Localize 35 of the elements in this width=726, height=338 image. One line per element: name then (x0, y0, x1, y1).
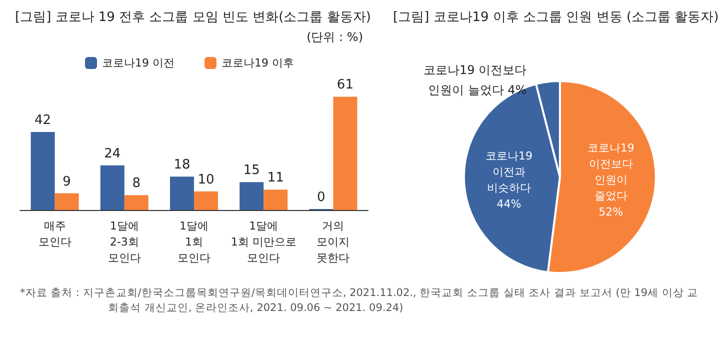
x-tick-label: 매주 모인다 (38, 220, 72, 248)
text: *자료 출처 : 지구촌교회/한국소그룹목회연구원/목회데이터연구소, 2021.11.02., 한국교회 소그룹 실태 조사 결과 보고서 (만 19세 이상 교회출석 개신교인, 온라인조사, 2021. 09.06 ~ 2021. 09.24) (20, 286, 700, 316)
data-label: 61 (336, 78, 354, 93)
legend-label: 코로나19 이후 (221, 56, 294, 70)
bar (264, 190, 288, 210)
slice-label: 코로나19 이전보다 인원이 늘었다 4% (424, 62, 527, 97)
slice-label: 코로나19 이전보다 인원이 줄었다 (587, 142, 634, 203)
x-tick-label: 거의 모이지 못한다 (316, 220, 350, 264)
x-tick-label: 1달에 1회 모인다 (178, 220, 210, 264)
data-label: 11 (267, 170, 284, 186)
data-label: 10 (198, 172, 214, 188)
data-label: 8 (132, 176, 141, 192)
data-label: 15 (243, 163, 260, 178)
data-label: 18 (174, 158, 190, 173)
chart-title: [그림] 코로나 19 전후 소그룹 모임 빈도 변화(소그룹 활동자) (15, 10, 371, 25)
data-label: 9 (62, 174, 71, 190)
legend-label: 코로나19 이전 (102, 56, 174, 70)
bar (30, 132, 55, 210)
data-label: 24 (104, 146, 121, 162)
data-label: 0 (317, 190, 326, 205)
bar (240, 182, 264, 210)
bar (100, 165, 124, 210)
x-tick-label: 1달에 2-3회 모인다 (108, 220, 141, 264)
bar (170, 176, 194, 210)
bar (333, 96, 358, 210)
slice-label: 코로나19 이전과 비슷하다 (486, 150, 533, 195)
bar (194, 191, 218, 210)
data-label: 52% (598, 206, 624, 219)
x-tick-label: 1달에 1회 미만으로 모인다 (230, 220, 296, 264)
data-label: 42 (34, 113, 52, 128)
chart-title: [그림] 코로나19 이후 소그룹 인원 변동 (소그룹 활동자) (393, 10, 719, 25)
bar (54, 193, 79, 210)
data-label: 44% (496, 198, 522, 211)
bar (124, 195, 148, 210)
chart-subtitle: (단위 : %) (306, 30, 363, 44)
